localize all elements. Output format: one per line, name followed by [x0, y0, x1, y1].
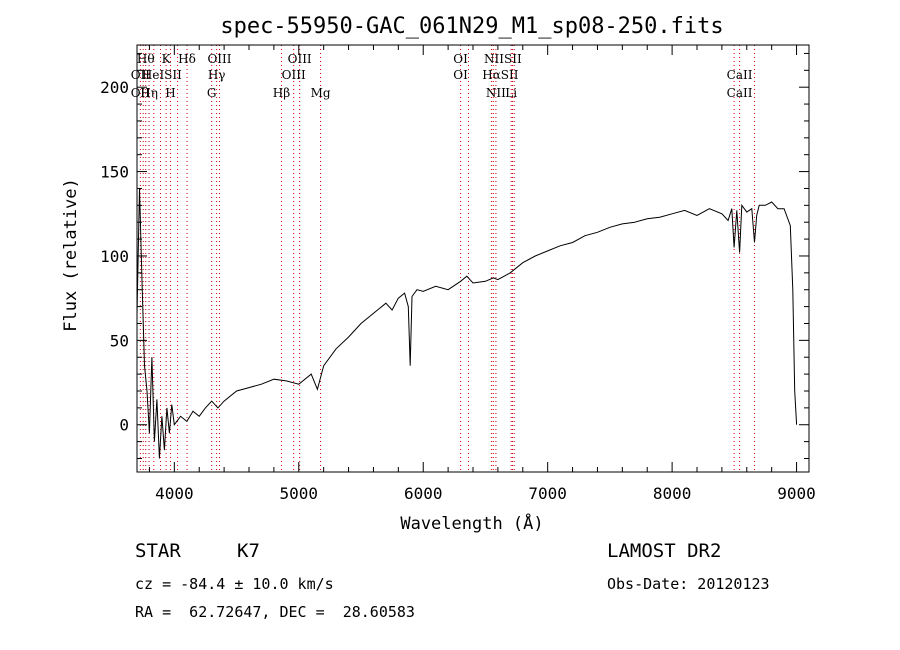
y-tick-label: 100 — [100, 247, 129, 266]
x-tick-label: 9000 — [777, 484, 816, 503]
line-label: OI — [453, 52, 468, 66]
x-axis-label: Wavelength (Å) — [400, 512, 543, 534]
redshift-readout: cz = -84.4 ± 10.0 km/s — [135, 575, 334, 593]
line-label: H — [165, 86, 175, 100]
line-label: Mg — [311, 86, 331, 100]
plot-frame — [136, 44, 810, 473]
line-label: Hδ — [178, 52, 196, 66]
line-label: OIII — [207, 52, 231, 66]
observation-date: Obs-Date: 20120123 — [607, 575, 770, 593]
line-label: Hη — [140, 86, 158, 100]
object-subclass: K7 — [237, 540, 260, 562]
line-markers — [139, 45, 755, 472]
y-axis-label: Flux (relative) — [61, 178, 81, 332]
spectrum-line — [136, 188, 798, 459]
line-label: Li — [505, 86, 517, 100]
y-tick-label: 0 — [119, 416, 129, 435]
line-label: NIISII — [484, 52, 522, 66]
chart-title: spec-55950-GAC_061N29_M1_sp08-250.fits — [220, 14, 723, 39]
line-label: Hθ — [137, 52, 155, 66]
y-tick-label: 50 — [110, 331, 129, 350]
line-label: OIII — [288, 52, 312, 66]
y-tick-label: 150 — [100, 163, 129, 182]
line-label: NII — [486, 86, 506, 100]
x-tick-label: 7000 — [528, 484, 567, 503]
object-class: STAR — [135, 540, 181, 562]
x-tick-label: 6000 — [404, 484, 443, 503]
line-label: K — [162, 52, 172, 66]
line-label: HeISII — [142, 68, 182, 82]
x-axis: 4000 5000 6000 7000 8000 9000 — [148, 45, 816, 503]
line-label: OIII — [282, 68, 306, 82]
line-label: OII — [131, 86, 151, 100]
x-tick-label: 4000 — [155, 484, 194, 503]
survey-name: LAMOST DR2 — [607, 540, 722, 562]
x-tick-label: 5000 — [280, 484, 319, 503]
line-label: Hγ — [208, 68, 226, 82]
y-tick-label: 200 — [100, 78, 129, 97]
line-label: Hβ — [273, 86, 290, 100]
x-tick-label: 8000 — [653, 484, 692, 503]
line-label: CaII — [727, 86, 753, 100]
line-label: CaII — [727, 68, 753, 82]
line-label: OI — [453, 68, 468, 82]
coordinates-readout: RA = 62.72647, DEC = 28.60583 — [135, 603, 415, 621]
line-label: G — [207, 86, 217, 100]
line-label: HαSII — [482, 68, 519, 82]
line-label: OII — [131, 68, 151, 82]
y-axis: 0 50 100 150 200 — [100, 52, 809, 459]
